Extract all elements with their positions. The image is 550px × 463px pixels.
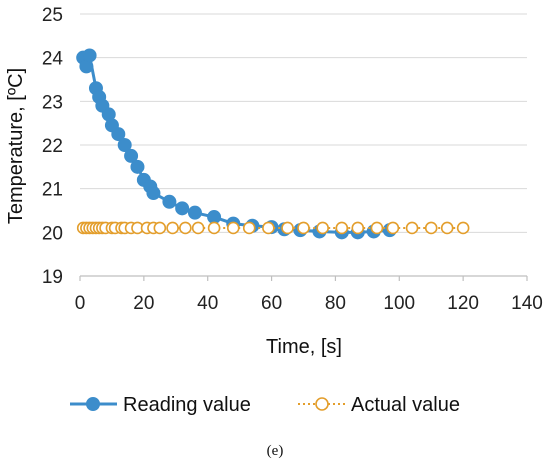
data-point [335,221,349,235]
data-point [226,221,240,235]
data-point [242,221,256,235]
x-tick-label: 120 [447,293,479,314]
legend-marker-actual [315,397,329,411]
y-tick-label: 25 [42,5,63,26]
data-point [153,221,167,235]
data-point [117,138,132,152]
y-tick-label: 24 [42,49,64,70]
legend-label-actual: Actual value [351,394,460,416]
y-axis-title: Temperature, [ºC] [5,68,27,224]
data-point [424,221,438,235]
series-actual-value [76,221,470,235]
y-tick-label: 22 [42,136,63,157]
data-point [162,194,177,209]
x-tick-label: 80 [325,293,346,314]
x-axis-title: Time, [s] [266,336,342,358]
y-tick-label: 20 [42,223,63,244]
y-tick-label: 19 [42,267,63,288]
data-point [440,221,454,235]
x-tick-label: 140 [511,293,543,314]
figure-caption: (e) [267,443,284,459]
legend-marker-reading [86,397,100,411]
data-point [111,127,126,142]
data-point [191,221,205,235]
data-point [175,201,190,216]
legend-item-actual: Actual value [298,394,460,416]
data-point [179,221,192,235]
axes: 19 20 21 22 23 24 25 0 20 40 60 80 100 120 140 [42,5,543,314]
data-point [281,221,294,235]
data-point [386,221,400,235]
data-point [316,221,329,235]
data-point [166,221,179,235]
x-tick-label: 40 [197,293,218,314]
gridlines [80,13,527,277]
x-tick-label: 60 [261,293,282,314]
x-tick-label: 0 [75,293,86,314]
data-point [146,186,161,201]
legend-label-reading: Reading value [123,394,251,416]
legend: Reading value Actual value [70,394,460,416]
x-tick-label: 20 [133,293,154,314]
data-point [124,148,139,163]
data-point [187,205,202,220]
data-point [297,221,310,235]
data-point [456,221,470,235]
y-tick-label: 23 [42,92,63,113]
data-point [351,221,365,235]
data-point [370,221,384,235]
legend-item-reading: Reading value [70,394,251,416]
data-point [405,221,419,235]
data-point [207,210,222,225]
data-point [262,221,275,235]
x-tick-label: 100 [383,293,415,314]
data-point [130,159,145,174]
data-point [82,48,97,63]
series-group [76,48,470,240]
y-tick-label: 21 [42,180,63,201]
data-point [207,221,221,235]
series-reading-value [76,48,397,240]
